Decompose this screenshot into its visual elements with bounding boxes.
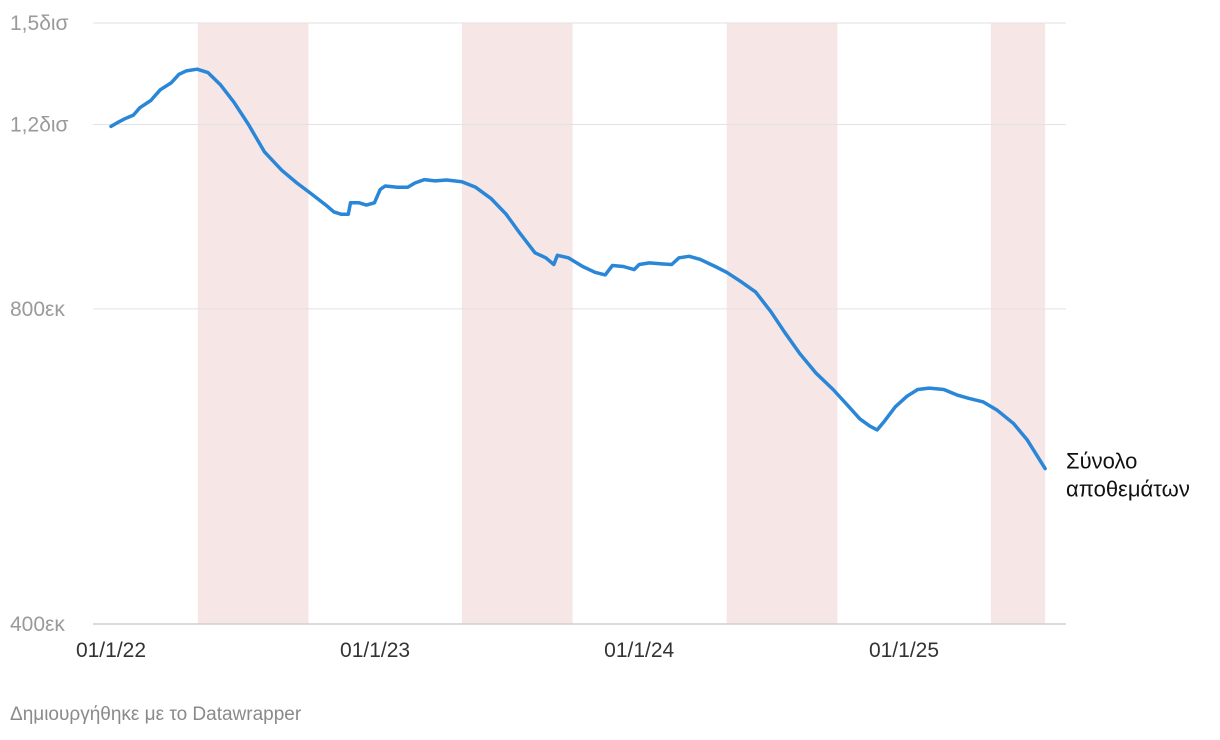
y-tick-label-4: 1,5δισ: [10, 12, 69, 35]
x-axis-tick-labels: 01/1/22 01/1/23 01/1/24 01/1/25: [76, 639, 939, 662]
x-tick-label-3: 01/1/24: [604, 639, 674, 662]
series-label-1: Σύνολο αποθεμάτων: [1066, 449, 1190, 502]
series-group: [109, 67, 1047, 471]
y-tick-label-1: 400εκ: [10, 613, 65, 636]
series-label-line-2: αποθεμάτων: [1066, 477, 1190, 502]
y-tick-label-2: 800εκ: [10, 298, 65, 321]
x-tick-label-4: 01/1/25: [869, 639, 939, 662]
shaded-band-1: [197, 23, 309, 624]
shaded-bands: [197, 23, 1046, 624]
shaded-band-4: [990, 23, 1046, 624]
shaded-band-3: [726, 23, 838, 624]
x-tick-label-1: 01/1/22: [76, 639, 146, 662]
series-line-1: [109, 67, 1047, 471]
y-tick-label-3: 1,2δισ: [10, 113, 69, 136]
chart-credit: Δημιουργήθηκε με το Datawrapper: [10, 704, 302, 725]
shaded-band-2: [461, 23, 573, 624]
gridlines: [93, 22, 1066, 625]
y-axis-tick-labels: 400εκ 800εκ 1,2δισ 1,5δισ: [10, 12, 69, 636]
series-label-line-1: Σύνολο: [1066, 449, 1137, 474]
x-tick-label-2: 01/1/23: [340, 639, 410, 662]
series-labels: Σύνολο αποθεμάτων: [1066, 449, 1190, 502]
